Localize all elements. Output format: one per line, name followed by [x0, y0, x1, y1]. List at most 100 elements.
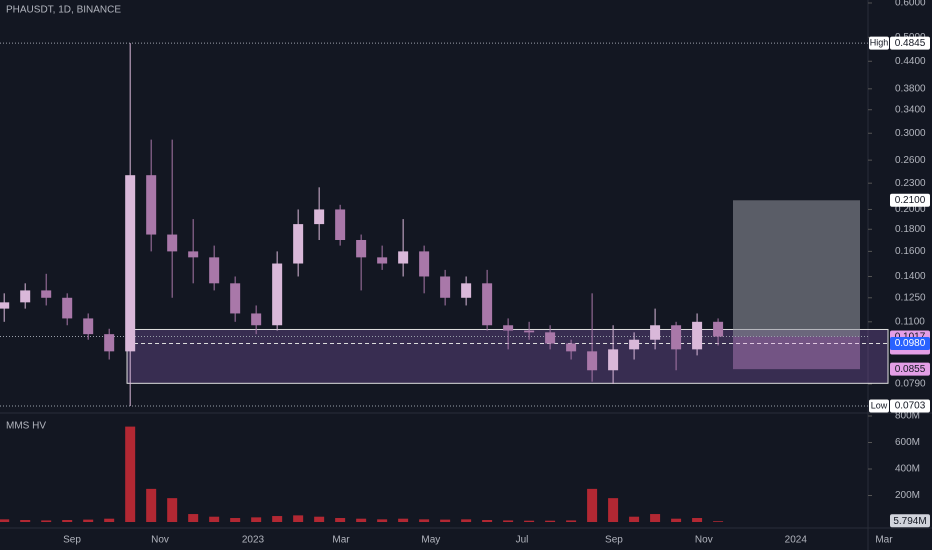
price-tag — [890, 399, 930, 413]
x-tick-label: Sep — [63, 535, 81, 546]
y-tick-label: 800M — [895, 411, 920, 422]
volume-bar — [272, 516, 283, 522]
candle-body — [104, 334, 115, 352]
candle-body — [587, 351, 598, 371]
price-tag — [890, 36, 930, 50]
candle-body — [146, 175, 157, 235]
candle-body — [251, 313, 262, 326]
y-tick-label: 0.1800 — [895, 224, 926, 235]
candle-body — [713, 321, 724, 337]
volume-bar — [41, 520, 52, 522]
candle-body — [650, 325, 661, 340]
candle-body — [314, 209, 325, 225]
volume-bar — [83, 519, 94, 522]
price-tag-name: High — [870, 38, 889, 48]
x-tick-label: Jul — [516, 535, 529, 546]
candle-body — [272, 263, 283, 326]
x-tick-label: Nov — [695, 535, 713, 546]
candle-body — [20, 290, 31, 303]
volume-bar — [230, 518, 241, 522]
candle-body — [293, 224, 304, 264]
y-tick-label: 0.1250 — [895, 292, 926, 303]
candle-body — [629, 339, 640, 350]
candle-body — [41, 290, 52, 298]
volume-bar — [356, 518, 367, 522]
y-tick-label: 0.0790 — [895, 379, 926, 390]
candle-body — [482, 283, 493, 326]
candle-body — [440, 276, 451, 298]
candle-body — [608, 349, 619, 371]
y-tick-label: 0.2600 — [895, 155, 926, 166]
volume-bar — [167, 498, 178, 522]
volume-bar — [587, 488, 598, 522]
volume-bar — [671, 518, 682, 522]
y-tick-label: 400M — [895, 464, 920, 475]
candle-body — [671, 325, 682, 350]
candle-body — [377, 257, 388, 264]
volume-bar — [503, 520, 514, 522]
price-tag-label: 0.0980 — [895, 338, 926, 349]
candle-body — [419, 251, 430, 277]
candle-body — [398, 251, 409, 264]
candle-body — [62, 297, 73, 319]
candle-body — [461, 283, 472, 298]
price-tag — [890, 193, 930, 207]
candle-body — [230, 283, 241, 314]
volume-tag-label: 5.794M — [893, 516, 926, 527]
volume-bar — [293, 515, 304, 522]
candle-body — [83, 318, 94, 335]
volume-bar — [335, 518, 346, 522]
y-tick-label: 0.2300 — [895, 178, 926, 189]
candle-body — [335, 209, 346, 240]
price-tag-label: 0.0703 — [895, 401, 926, 412]
candle-body — [545, 332, 556, 344]
price-tag-name-box — [869, 36, 889, 50]
x-tick-label: Mar — [332, 535, 350, 546]
volume-bar — [566, 520, 577, 522]
volume-bar — [251, 517, 262, 522]
y-tick-label: 0.4400 — [895, 56, 926, 67]
volume-bar — [377, 519, 388, 522]
x-tick-label: Sep — [605, 535, 623, 546]
volume-bar — [440, 519, 451, 522]
volume-bar — [524, 520, 535, 522]
y-tick-label: 0.1100 — [895, 316, 925, 327]
volume-bar — [398, 518, 409, 522]
x-tick-label: 2024 — [785, 535, 808, 546]
volume-bar — [545, 520, 556, 522]
candle-body — [167, 234, 178, 252]
price-tag — [890, 337, 930, 351]
target-area — [733, 200, 860, 337]
volume-bar — [650, 514, 661, 522]
volume-bar — [461, 519, 472, 522]
stop-area — [733, 336, 860, 370]
volume-title: MMS HV — [6, 421, 46, 432]
volume-bar — [314, 516, 325, 522]
price-tag-label: 0.2100 — [895, 195, 926, 206]
volume-bar — [104, 518, 115, 522]
volume-bar — [692, 518, 703, 522]
volume-bar — [62, 520, 73, 522]
y-tick-label: 0.1600 — [895, 246, 926, 257]
candle-body — [566, 343, 577, 352]
y-tick-label: 0.6000 — [895, 0, 926, 9]
y-tick-label: 0.3000 — [895, 128, 926, 139]
zone-box — [126, 328, 889, 384]
x-tick-label: May — [421, 535, 440, 546]
volume-bar — [146, 488, 157, 522]
volume-bar — [482, 520, 493, 522]
chart-title: PHAUSDT, 1D, BINANCE — [6, 5, 121, 16]
candle-body — [356, 239, 367, 258]
volume-bar — [713, 521, 724, 522]
volume-bar — [419, 519, 430, 522]
x-tick-label: 2023 — [242, 535, 265, 546]
volume-tag — [890, 514, 930, 528]
price-tag-name: Low — [871, 400, 888, 410]
volume-bar — [125, 426, 136, 522]
price-tag — [890, 362, 930, 376]
y-tick-label: 600M — [895, 437, 920, 448]
price-tag-label: 0.0855 — [895, 364, 926, 375]
candle-body — [503, 325, 514, 331]
volume-bar — [20, 520, 31, 522]
